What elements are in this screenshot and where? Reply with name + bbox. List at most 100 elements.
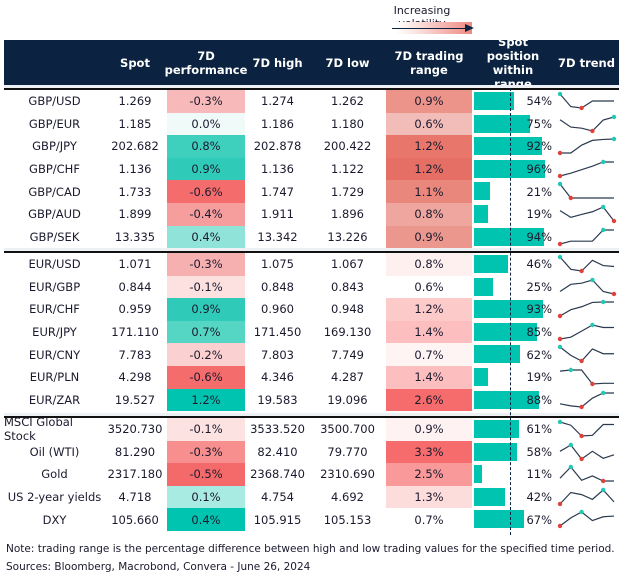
position-percent: 42%	[526, 490, 552, 505]
trend-sparkline	[559, 114, 617, 133]
row-label: EUR/USD	[28, 257, 81, 272]
position-bar	[474, 465, 483, 484]
position-bar	[474, 182, 490, 201]
spot-position-cell: 94%	[474, 226, 552, 249]
trend-sparkline	[557, 487, 615, 506]
spot-value: 4.298	[118, 370, 152, 385]
trend-sparkline	[557, 345, 614, 364]
footer-sources: Sources: Bloomberg, Macrobond, Convera -…	[6, 561, 311, 573]
group-gap	[4, 85, 619, 88]
trading-range-cell: 1.4%	[386, 366, 472, 389]
group-divider	[4, 251, 619, 253]
table-header: Spot 7D performance 7D high 7D low 7D tr…	[4, 35, 619, 91]
spot-position-cell: 11%	[474, 463, 552, 486]
low-value: 1.896	[331, 207, 364, 222]
position-percent: 96%	[526, 162, 552, 177]
trend-max-marker	[590, 277, 595, 282]
trend-line	[559, 466, 614, 482]
spot-value: 1.899	[118, 207, 152, 222]
performance-cell: 0.9%	[167, 298, 245, 321]
trend-line	[560, 138, 615, 154]
header-spot: Spot	[120, 55, 150, 70]
trend-line	[559, 443, 615, 460]
position-bar	[474, 159, 546, 178]
row-label: DXY	[42, 512, 67, 527]
trend-sparkline	[559, 367, 614, 387]
trend-line	[559, 93, 614, 109]
table-row: US 2-year yields 4.718 0.1% 4.754 4.692 1.3% 4…	[4, 485, 619, 509]
group-gap	[4, 248, 619, 251]
high-value: 2368.740	[250, 467, 305, 482]
header-high: 7D high	[252, 55, 303, 70]
position-bar	[474, 368, 489, 386]
trend-sparkline	[559, 204, 617, 224]
low-value: 3500.700	[320, 422, 375, 437]
performance-cell: -0.3%	[167, 90, 245, 113]
position-bar	[474, 205, 489, 223]
trend-min-marker	[611, 218, 617, 224]
performance-cell: 1.2%	[167, 388, 245, 412]
table-row: EUR/JPY 171.110 0.7% 171.450 169.130 1.4% 85%	[4, 320, 619, 344]
high-value: 7.803	[261, 347, 294, 362]
position-bar	[474, 137, 543, 156]
spot-value: 1.136	[118, 162, 152, 177]
high-value: 4.346	[261, 370, 294, 385]
spot-position-cell: 46%	[474, 253, 552, 276]
trend-min-marker	[579, 456, 584, 461]
position-bar	[474, 487, 506, 506]
row-label: GBP/USD	[28, 94, 81, 109]
low-value: 4.287	[331, 370, 364, 385]
position-percent: 21%	[526, 184, 552, 199]
position-bar	[474, 390, 540, 409]
trend-sparkline	[559, 277, 617, 296]
trend-min-marker	[601, 478, 606, 484]
trend-line	[559, 346, 614, 363]
low-value: 0.948	[331, 302, 364, 317]
spot-value: 1.185	[118, 116, 152, 131]
row-label: GBP/EUR	[28, 116, 81, 131]
high-value: 0.848	[261, 279, 294, 294]
trend-sparkline	[557, 419, 614, 439]
position-percent: 11%	[526, 467, 552, 482]
row-label: EUR/CHF	[29, 302, 80, 317]
spot-value: 4.718	[118, 490, 152, 505]
high-value: 1.075	[261, 257, 294, 272]
spot-value: 105.660	[111, 512, 159, 527]
row-label: GBP/AUD	[28, 207, 81, 222]
trend-sparkline	[559, 390, 614, 409]
position-percent: 88%	[526, 392, 552, 407]
position-bar	[474, 442, 517, 461]
high-value: 13.342	[257, 229, 298, 244]
trend-line	[559, 488, 615, 505]
position-bar	[474, 510, 524, 529]
trend-sparkline	[557, 227, 614, 246]
trend-max-marker	[568, 464, 573, 470]
row-label: EUR/GBP	[28, 279, 81, 294]
trend-max-marker	[611, 136, 617, 142]
position-percent: 93%	[526, 302, 552, 317]
position-bar	[474, 227, 544, 246]
trading-range-cell: 0.8%	[386, 253, 472, 276]
low-value: 1.729	[331, 184, 364, 199]
low-value: 4.692	[331, 490, 364, 505]
trend-line	[559, 116, 615, 132]
position-percent: 46%	[526, 257, 552, 272]
position-percent: 25%	[526, 279, 552, 294]
trend-min-marker	[557, 150, 563, 156]
trend-max-marker	[601, 299, 606, 305]
row-label: GBP/CHF	[29, 162, 80, 177]
trend-min-marker	[557, 501, 563, 506]
trend-min-marker	[557, 173, 563, 178]
low-value: 1.180	[331, 116, 364, 131]
high-value: 202.878	[253, 139, 302, 154]
performance-cell: -0.5%	[167, 463, 245, 486]
position-percent: 19%	[526, 207, 552, 222]
trend-line	[559, 184, 614, 199]
trend-max-marker	[557, 91, 563, 97]
trend-line	[559, 278, 615, 295]
spot-value: 0.844	[118, 279, 152, 294]
performance-cell: -0.1%	[167, 275, 245, 299]
high-value: 1.136	[261, 162, 294, 177]
table-row: MSCI Global Stock 3520.730 -0.1% 3533.520 35…	[4, 415, 619, 443]
